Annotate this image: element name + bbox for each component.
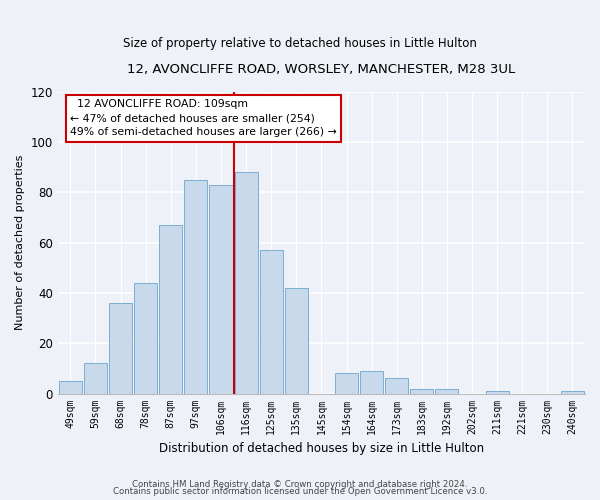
Title: 12, AVONCLIFFE ROAD, WORSLEY, MANCHESTER, M28 3UL: 12, AVONCLIFFE ROAD, WORSLEY, MANCHESTER…: [127, 62, 515, 76]
Bar: [184, 180, 208, 394]
Bar: [209, 185, 233, 394]
Bar: [561, 391, 584, 394]
Text: Contains public sector information licensed under the Open Government Licence v3: Contains public sector information licen…: [113, 487, 487, 496]
Bar: [385, 378, 408, 394]
Bar: [260, 250, 283, 394]
Bar: [134, 283, 157, 394]
Bar: [335, 374, 358, 394]
Bar: [235, 172, 257, 394]
Bar: [109, 303, 132, 394]
Text: 12 AVONCLIFFE ROAD: 109sqm
← 47% of detached houses are smaller (254)
49% of sem: 12 AVONCLIFFE ROAD: 109sqm ← 47% of deta…: [70, 100, 337, 138]
Bar: [485, 391, 509, 394]
Bar: [84, 364, 107, 394]
Bar: [410, 388, 433, 394]
Bar: [285, 288, 308, 394]
X-axis label: Distribution of detached houses by size in Little Hulton: Distribution of detached houses by size …: [159, 442, 484, 455]
Bar: [436, 388, 458, 394]
Y-axis label: Number of detached properties: Number of detached properties: [15, 155, 25, 330]
Text: Size of property relative to detached houses in Little Hulton: Size of property relative to detached ho…: [123, 38, 477, 51]
Bar: [360, 371, 383, 394]
Bar: [159, 225, 182, 394]
Text: Contains HM Land Registry data © Crown copyright and database right 2024.: Contains HM Land Registry data © Crown c…: [132, 480, 468, 489]
Bar: [59, 381, 82, 394]
